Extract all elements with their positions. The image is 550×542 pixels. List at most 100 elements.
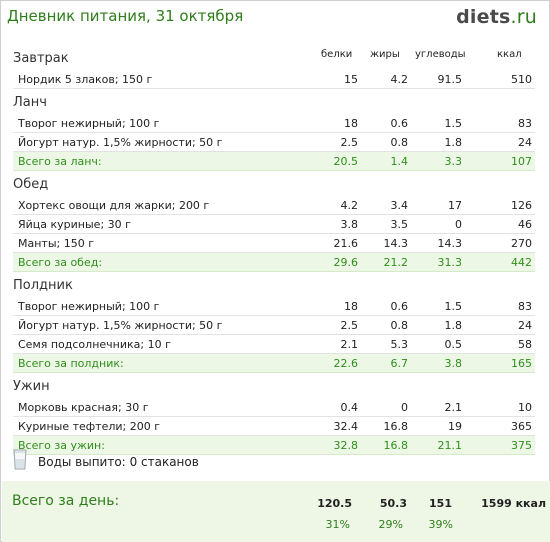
cell-kcal: 24 [518,136,532,149]
cell-kcal: 126 [511,199,532,212]
food-row[interactable]: Творог нежирный; 100 г 18 0.6 1.5 83 [13,297,535,316]
food-name[interactable]: Творог нежирный; 100 г [18,117,160,130]
cell-carbs: 2.1 [444,401,463,414]
header: Дневник питания, 31 октября diets.ru [1,1,549,37]
cell-protein: 18 [344,117,358,130]
logo-text: diets [456,6,511,28]
cell-fat: 0.8 [390,136,409,149]
meal-total-label: Всего за обед: [18,256,103,269]
column-header-carbs: углеводы [415,49,466,60]
cell-fat: 5.3 [390,338,409,351]
cell-fat: 3.4 [390,199,409,212]
cell-carbs: 19 [448,420,462,433]
cell-carbs: 1.8 [444,319,463,332]
food-row[interactable]: Манты; 150 г 21.6 14.3 14.3 270 [13,234,535,253]
cell-protein: 0.4 [340,401,359,414]
cell-fat: 6.7 [390,357,409,370]
column-header-protein: белки [321,49,353,60]
column-header-kcal: ккал [497,49,522,60]
food-name[interactable]: Манты; 150 г [18,237,94,250]
food-name[interactable]: Творог нежирный; 100 г [18,300,160,313]
cell-carbs: 91.5 [437,73,463,86]
food-name[interactable]: Яйца куриные; 30 г [18,218,131,231]
day-total-carbs-pct: 39% [428,518,453,531]
cell-kcal: 165 [511,357,532,370]
cell-carbs: 3.3 [444,155,463,168]
cell-fat: 0.6 [390,300,409,313]
food-row[interactable]: Творог нежирный; 100 г 18 0.6 1.5 83 [13,114,535,133]
day-total: Всего за день: 120.5 50.3 151 1599 ккал … [2,481,550,542]
food-row[interactable]: Нордик 5 злаков; 150 г 15 4.2 91.5 510 [13,70,535,89]
meal-total-row: Всего за ужин: 32.8 16.8 21.1 375 [13,436,535,455]
cell-fat: 3.5 [390,218,409,231]
column-header-fat: жиры [370,49,400,60]
cell-protein: 18 [344,300,358,313]
meal-total-label: Всего за ужин: [18,439,105,452]
day-total-fat-pct: 29% [378,518,403,531]
cell-kcal: 365 [511,420,532,433]
food-row[interactable]: Йогурт натур. 1,5% жирности; 50 г 2.5 0.8 1… [13,316,535,335]
meal-section-title: Завтрак [13,51,69,66]
cell-kcal: 270 [511,237,532,250]
cell-carbs: 21.1 [437,439,463,452]
water-glass-icon[interactable] [13,449,27,470]
meal-section-title: Полдник [13,278,73,293]
site-logo[interactable]: diets.ru [456,6,537,28]
cell-fat: 0 [401,401,408,414]
food-name[interactable]: Нордик 5 злаков; 150 г [18,73,153,86]
food-row[interactable]: Яйца куриные; 30 г 3.8 3.5 0 46 [13,215,535,234]
cell-kcal: 58 [518,338,532,351]
cell-carbs: 31.3 [437,256,463,269]
day-total-kcal: 1599 ккал [481,497,546,510]
meal-total-row: Всего за обед: 29.6 21.2 31.3 442 [13,253,535,272]
day-total-fat: 50.3 [379,497,407,510]
cell-carbs: 1.8 [444,136,463,149]
food-name[interactable]: Хортекс овощи для жарки; 200 г [18,199,210,212]
cell-kcal: 24 [518,319,532,332]
food-row[interactable]: Семя подсолнечника; 10 г 2.1 5.3 0.5 58 [13,335,535,354]
cell-protein: 4.2 [340,199,359,212]
cell-fat: 21.2 [383,256,409,269]
cell-fat: 0.6 [390,117,409,130]
cell-protein: 2.5 [340,136,359,149]
food-name[interactable]: Семя подсолнечника; 10 г [18,338,171,351]
cell-protein: 32.4 [333,420,359,433]
food-name[interactable]: Куриные тефтели; 200 г [18,420,161,433]
cell-protein: 22.6 [333,357,359,370]
meal-total-row: Всего за ланч: 20.5 1.4 3.3 107 [13,152,535,171]
food-row[interactable]: Куриные тефтели; 200 г 32.4 16.8 19 365 [13,417,535,436]
day-total-label: Всего за день: [12,493,120,509]
meal-section-title: Ланч [13,95,47,110]
page-title: Дневник питания, 31 октября [7,7,244,25]
cell-kcal: 46 [518,218,532,231]
food-name[interactable]: Йогурт натур. 1,5% жирности; 50 г [18,319,223,332]
cell-fat: 1.4 [390,155,409,168]
food-name[interactable]: Морковь красная; 30 г [18,401,149,414]
cell-protein: 20.5 [333,155,359,168]
cell-carbs: 0 [455,218,462,231]
cell-protein: 2.1 [340,338,359,351]
cell-kcal: 83 [518,300,532,313]
food-row[interactable]: Хортекс овощи для жарки; 200 г 4.2 3.4 17 12… [13,196,535,215]
cell-carbs: 1.5 [444,117,463,130]
cell-protein: 29.6 [333,256,359,269]
water-value[interactable]: 0 стаканов [129,455,199,469]
food-row[interactable]: Морковь красная; 30 г 0.4 0 2.1 10 [13,398,535,417]
food-name[interactable]: Йогурт натур. 1,5% жирности; 50 г [18,136,223,149]
cell-kcal: 107 [511,155,532,168]
cell-fat: 16.8 [383,439,409,452]
cell-fat: 0.8 [390,319,409,332]
food-row[interactable]: Йогурт натур. 1,5% жирности; 50 г 2.5 0.8 1… [13,133,535,152]
meal-total-row: Всего за полдник: 22.6 6.7 3.8 165 [13,354,535,373]
day-total-protein-pct: 31% [325,518,350,531]
cell-kcal: 442 [511,256,532,269]
cell-carbs: 1.5 [444,300,463,313]
cell-kcal: 10 [518,401,532,414]
cell-protein: 32.8 [333,439,359,452]
cell-protein: 3.8 [340,218,359,231]
cell-protein: 2.5 [340,319,359,332]
cell-carbs: 14.3 [437,237,463,250]
cell-kcal: 83 [518,117,532,130]
cell-protein: 15 [344,73,358,86]
